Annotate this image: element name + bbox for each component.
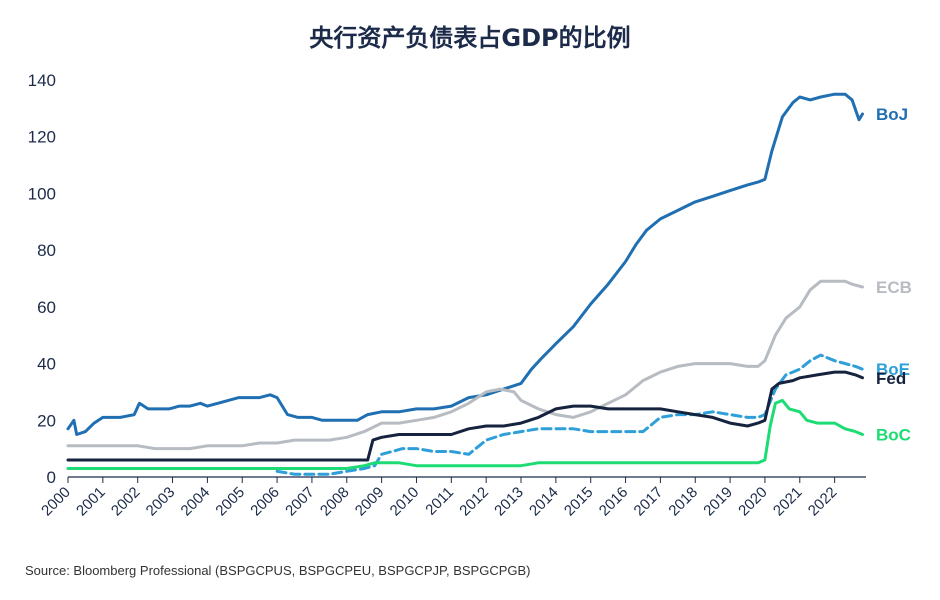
- series-line-ecb: [66, 279, 864, 451]
- x-tick-label: 2021: [770, 484, 806, 520]
- series-line-boe: [275, 353, 864, 476]
- x-tick-label: 2013: [491, 484, 527, 520]
- series-label-boc: BoC: [876, 425, 911, 444]
- x-tick-label: 2017: [631, 484, 667, 520]
- series-label-ecb: ECB: [876, 278, 912, 297]
- x-tick-label: 2000: [38, 484, 74, 520]
- series-label-boe: BoE: [876, 360, 910, 379]
- x-tick-label: 2003: [143, 484, 179, 520]
- x-tick-label: 2020: [735, 484, 771, 520]
- x-tick-label: 2012: [456, 484, 492, 520]
- x-tick-label: 2011: [422, 484, 457, 519]
- x-tick-label: 2002: [108, 484, 144, 520]
- series-label-boj: BoJ: [876, 105, 908, 124]
- y-tick-label: 40: [37, 355, 56, 374]
- y-tick-label: 140: [28, 71, 56, 90]
- y-tick-label: 0: [47, 468, 56, 487]
- series-layer: [66, 92, 864, 476]
- x-tick-label: 2005: [212, 484, 248, 520]
- x-tick-label: 2010: [387, 484, 423, 520]
- y-tick-label: 20: [37, 411, 56, 430]
- series-line-boc: [66, 398, 864, 470]
- x-tick-label: 2001: [73, 484, 109, 520]
- x-tick-label: 2008: [317, 484, 353, 520]
- series-label-fed: Fed: [876, 369, 906, 388]
- y-tick-label: 60: [37, 298, 56, 317]
- chart-title: 央行资产负债表占GDP的比例: [309, 24, 631, 52]
- x-tick-label: 2018: [665, 484, 701, 520]
- series-line-fed: [66, 370, 864, 462]
- x-tick-label: 2019: [700, 484, 736, 520]
- x-tick-label: 2009: [352, 484, 388, 520]
- y-tick-label: 80: [37, 241, 56, 260]
- source-note: Source: Bloomberg Professional (BSPGCPUS…: [25, 563, 531, 578]
- y-tick-label: 100: [28, 184, 56, 203]
- y-tick-label: 120: [28, 128, 56, 147]
- x-tick-label: 2022: [805, 484, 841, 520]
- x-tick-label: 2007: [282, 484, 318, 520]
- x-tick-label: 2014: [526, 484, 562, 520]
- x-tick-label: 2015: [561, 484, 597, 520]
- x-tick-label: 2006: [247, 484, 283, 520]
- x-tick-label: 2016: [596, 484, 632, 520]
- x-tick-label: 2004: [178, 484, 214, 520]
- series-line-boj: [66, 92, 864, 436]
